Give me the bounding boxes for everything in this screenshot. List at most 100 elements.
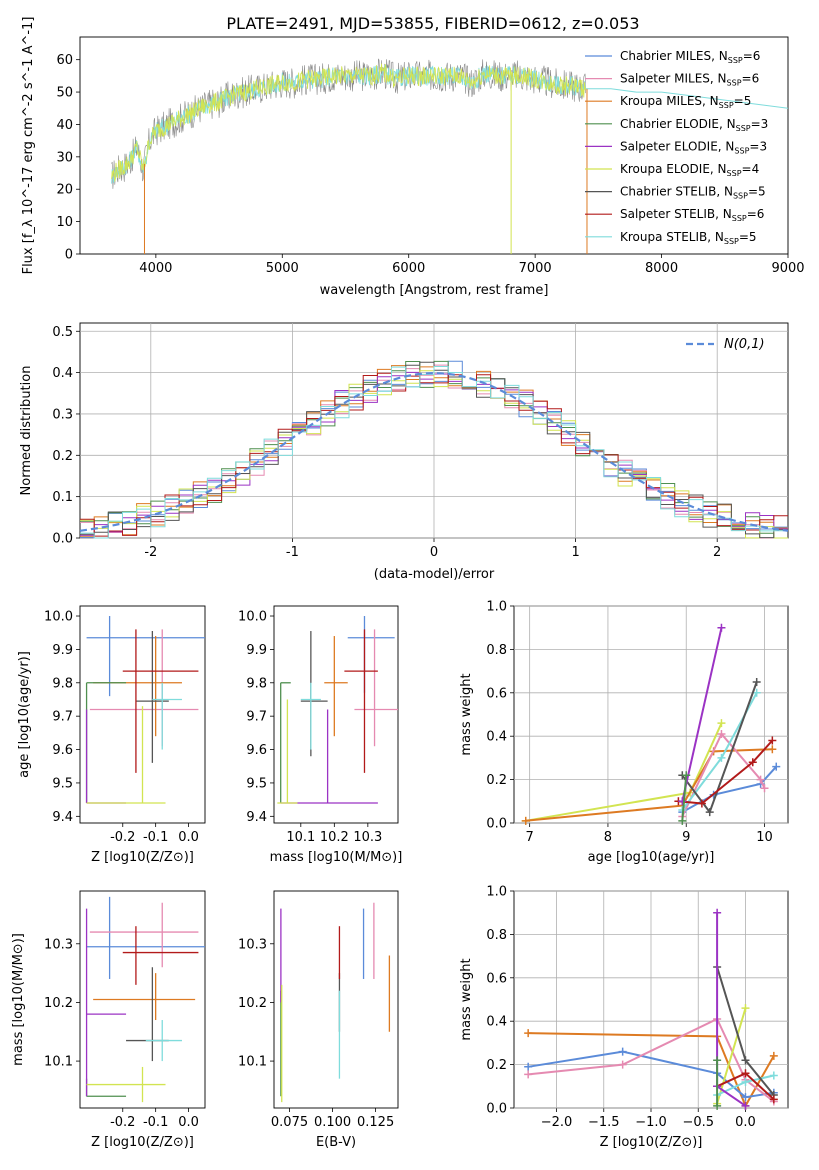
point-chabrier-miles [524, 1062, 533, 1071]
spectrum-panel: 4000 5000 6000 7000 8000 9000 0 10 20 30 40 50 60 wav… [21, 17, 805, 298]
y-axis-label: age [log10(age/yr)] [17, 651, 32, 778]
x-tick-label: −1.5 [588, 1115, 620, 1130]
point-kroupa-miles [521, 816, 530, 825]
y-tick-label: 40 [56, 118, 73, 133]
series-kroupa-miles [528, 1032, 775, 1109]
x-tick-label: −2.0 [541, 1115, 573, 1130]
x-tick-label: 5000 [266, 261, 299, 276]
point-chabrier-stelib [741, 1056, 750, 1065]
model-continuation [585, 88, 789, 109]
point-kroupa-elodie [741, 1004, 750, 1013]
y-tick-label: 10.2 [44, 996, 73, 1011]
y-tick-label: 0 [65, 248, 73, 263]
y-tick-label: 30 [56, 150, 73, 165]
point-salpeter-stelib [769, 1095, 778, 1104]
x-axis-label: mass [log10(M/M⊙)] [270, 850, 403, 865]
x-tick-label: 10.1 [286, 830, 315, 845]
y-tick-label: 0.2 [486, 773, 507, 788]
y-tick-label: 0.1 [52, 490, 73, 505]
x-tick-label: 8000 [645, 261, 678, 276]
x-tick-label: 2 [713, 545, 721, 560]
x-axis-label: (data-model)/error [374, 567, 495, 582]
point-chabrier-miles [741, 1093, 750, 1102]
point-salpeter-miles [618, 1060, 627, 1069]
point-chabrier-elodie [713, 1056, 722, 1065]
mass-weight-vs-age-panel: 7 8 9 10 0.0 0.2 0.4 0.6 0.8 1.0 age [log10(age/yr… [459, 600, 789, 865]
x-tick-label: -0.2 [110, 1115, 135, 1130]
y-tick-label: 10.0 [238, 610, 267, 625]
legend-entry: Chabrier ELODIE, NSSP=3 [620, 117, 768, 133]
legend-entry: Chabrier MILES, NSSP=6 [620, 49, 760, 65]
series-kroupa-elodie [716, 1007, 747, 1104]
spectrum-trace [111, 63, 587, 182]
legend-entry: N(0,1) [724, 337, 765, 352]
point-salpeter-miles [760, 784, 769, 793]
point-kroupa-stelib [752, 688, 761, 697]
y-axis-label: mass weight [459, 958, 474, 1040]
y-tick-label: 20 [56, 183, 73, 198]
point-kroupa-miles [768, 745, 777, 754]
x-tick-label: 10.3 [353, 830, 382, 845]
axes-frame [273, 605, 399, 824]
point-salpeter-stelib [768, 736, 777, 745]
y-tick-label: 9.7 [246, 710, 267, 725]
y-tick-label: 9.4 [52, 810, 73, 825]
y-tick-label: 1.0 [486, 885, 507, 900]
y-tick-label: 10.3 [44, 937, 73, 952]
series-kroupa-miles [525, 748, 773, 822]
y-tick-label: 0.0 [486, 817, 507, 832]
axes-frame [79, 36, 789, 255]
y-tick-label: 10.1 [44, 1055, 73, 1070]
y-tick-label: 60 [56, 53, 73, 68]
x-tick-label: -2 [144, 545, 157, 560]
y-tick-label: 9.6 [52, 743, 73, 758]
legend-entry: Kroupa ELODIE, NSSP=4 [620, 162, 759, 178]
y-tick-label: 0.2 [486, 1058, 507, 1073]
y-tick-label: 9.4 [246, 810, 267, 825]
y-tick-label: 0.4 [486, 730, 507, 745]
y-axis-label: mass weight [459, 673, 474, 755]
y-tick-label: 0.8 [486, 928, 507, 943]
axes-frame [79, 890, 206, 1109]
series-chabrier-elodie [681, 775, 688, 821]
point-kroupa-miles [769, 1051, 778, 1060]
x-tick-label: 6000 [392, 261, 425, 276]
point-salpeter-elodie [741, 1101, 750, 1110]
y-tick-label: 9.9 [52, 643, 73, 658]
x-tick-label: 10 [756, 830, 773, 845]
y-axis-label: Normed distribution [19, 366, 34, 496]
x-tick-label: 8 [604, 830, 612, 845]
x-axis-label: Z [log10(Z/Z⊙)] [600, 1135, 703, 1150]
point-kroupa-miles [524, 1029, 533, 1038]
y-tick-label: 9.5 [246, 776, 267, 791]
point-chabrier-stelib [705, 808, 714, 817]
legend-entry: Salpeter STELIB, NSSP=6 [620, 207, 764, 223]
x-tick-label: 7 [526, 830, 534, 845]
legend-entry: Salpeter ELODIE, NSSP=3 [620, 139, 767, 155]
age-vs-mass-panel: 10.1 10.2 10.3 9.4 9.5 9.6 9.7 9.8 9.9 10.0 mass [… [238, 605, 403, 865]
mass-weight-vs-metallicity-panel: −2.0 −1.5 −1.0 −0.5 0.0 0.0 0.2 0.4 0.6 0.8 1.0 Z [… [459, 885, 789, 1150]
x-tick-label: -0.1 [143, 1115, 168, 1130]
point-salpeter-elodie [713, 908, 722, 917]
legend-entry: Kroupa MILES, NSSP=5 [620, 94, 751, 110]
x-tick-label: −1.0 [635, 1115, 667, 1130]
x-axis-label: Z [log10(Z/Z⊙)] [91, 1135, 194, 1150]
y-tick-label: 9.7 [52, 710, 73, 725]
y-tick-label: 10.2 [238, 996, 267, 1011]
x-tick-label: 0.0 [178, 830, 199, 845]
x-tick-label: -0.1 [143, 830, 168, 845]
x-tick-label: 9 [682, 830, 690, 845]
y-axis-label: mass [log10(M/M⊙)] [11, 933, 26, 1066]
y-axis-label: Flux [f_λ 10^-17 erg cm^-2 s^-1 A^-1] [21, 17, 36, 275]
y-tick-label: 0.2 [52, 449, 73, 464]
figure-title: PLATE=2491, MJD=53855, FIBERID=0612, z=0… [226, 14, 639, 33]
point-chabrier-miles [618, 1047, 627, 1056]
histogram-salpeter-stelib [80, 372, 788, 537]
point-chabrier-stelib [752, 677, 761, 686]
x-axis-label: wavelength [Angstrom, rest frame] [320, 283, 549, 298]
histogram-kroupa-stelib [80, 366, 788, 539]
point-chabrier-elodie [678, 816, 687, 825]
point-salpeter-stelib [748, 758, 757, 767]
point-salpeter-miles [524, 1070, 533, 1079]
